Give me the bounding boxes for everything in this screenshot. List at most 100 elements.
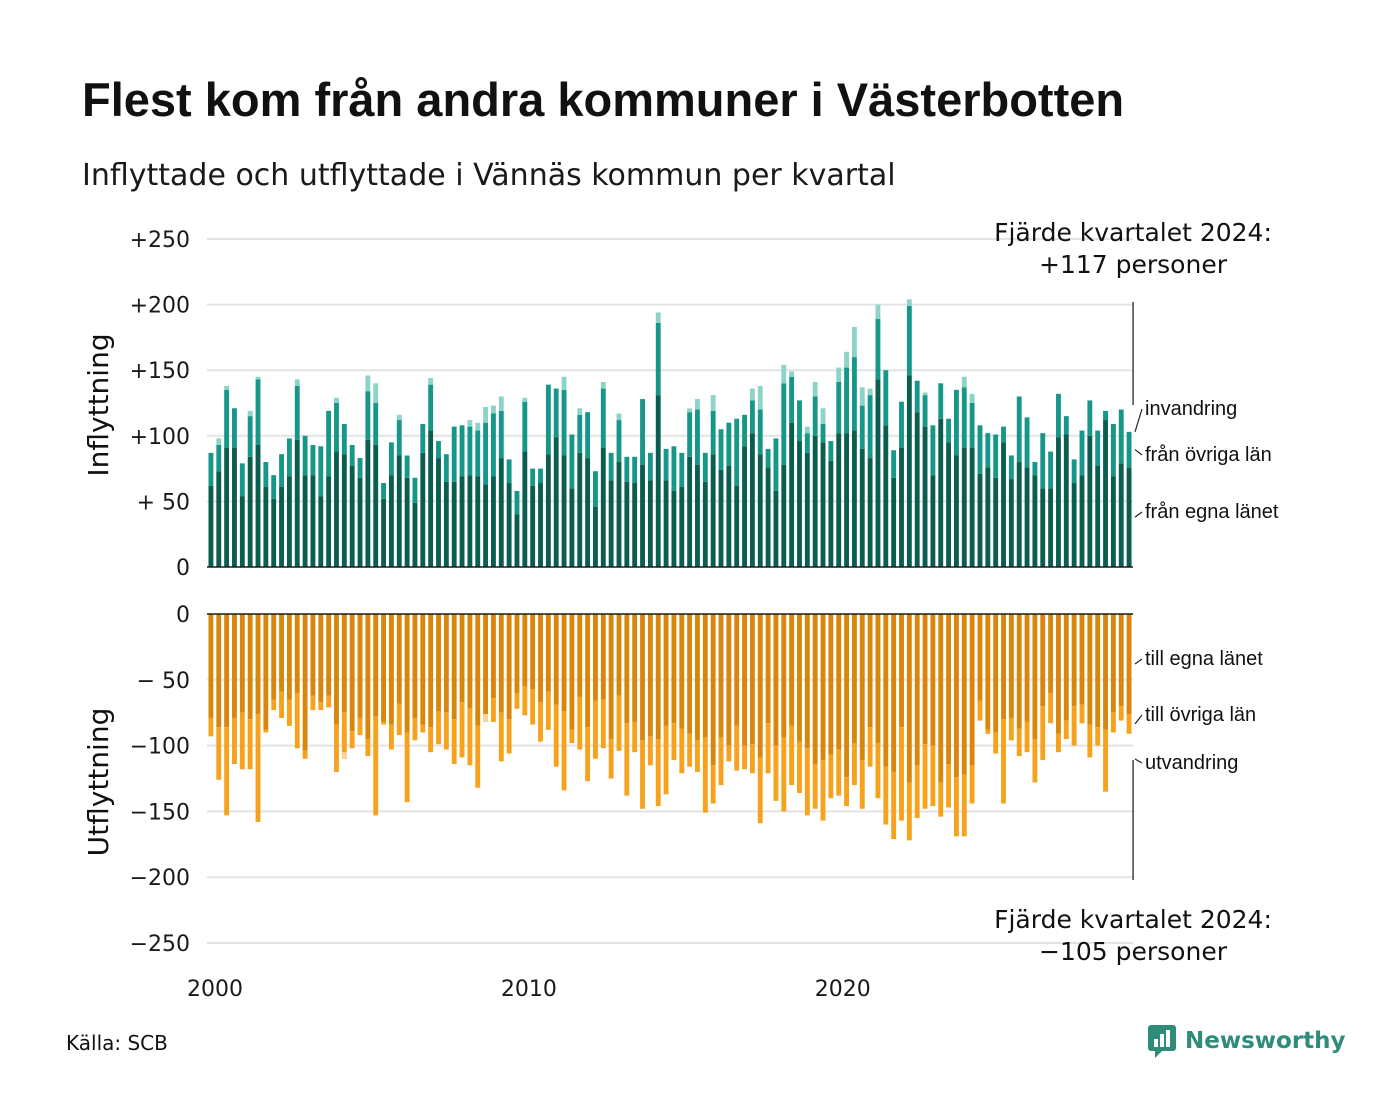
bar-out-till-egna-länet (781, 614, 787, 738)
bar-in-från-övriga-län (1126, 431, 1132, 468)
bar-out-till-övriga-län (1024, 721, 1030, 753)
bar-out-till-egna-länet (593, 614, 598, 701)
bar-in-från-övriga-län (687, 412, 693, 457)
bar-in-från-egna-länet (687, 456, 693, 567)
bar-out-till-egna-länet (310, 614, 316, 696)
bar-in-invandring (757, 385, 763, 410)
bar-in-från-övriga-län (1087, 400, 1093, 436)
bar-out-till-egna-länet (749, 614, 755, 745)
bar-in-från-övriga-län (1040, 433, 1046, 489)
bar-in-från-övriga-län (946, 418, 952, 443)
bar-out-till-övriga-län (726, 745, 732, 762)
bar-in-från-egna-länet (388, 475, 394, 567)
bar-in-invandring (922, 392, 928, 396)
x-tick-label: 2000 (187, 977, 243, 1002)
bar-out-till-övriga-län (538, 702, 543, 742)
bar-in-invandring (475, 422, 481, 431)
bar-out-till-övriga-län (475, 725, 481, 788)
bar-out-till-egna-länet (742, 614, 747, 746)
bar-in-från-egna-länet (608, 480, 614, 567)
bar-in-från-övriga-län (302, 435, 308, 476)
bar-out-till-egna-länet (867, 614, 873, 728)
bar-out-till-egna-länet (647, 614, 653, 737)
bar-out-till-övriga-län (561, 711, 567, 791)
bar-in-invandring (467, 420, 473, 427)
bar-in-invandring (365, 375, 371, 392)
bar-in-från-övriga-län (914, 380, 920, 413)
bar-out-till-övriga-län (961, 774, 967, 837)
bar-out-till-egna-länet (836, 614, 842, 750)
bar-in-från-övriga-län (318, 446, 324, 497)
bar-in-från-egna-länet (655, 395, 661, 567)
bar-in-från-övriga-län (969, 403, 975, 448)
bar-in-invandring (812, 382, 818, 397)
bar-in-från-övriga-län (443, 454, 449, 482)
bar-in-från-övriga-län (930, 425, 936, 476)
bar-out-till-övriga-län (294, 692, 300, 749)
bar-out-till-egna-länet (1016, 614, 1022, 729)
bar-out-till-övriga-län (232, 717, 237, 765)
bar-in-från-övriga-län (1071, 459, 1077, 484)
bar-out-till-egna-länet (702, 614, 708, 738)
label-leader (1134, 714, 1143, 725)
bar-out-till-egna-länet (1126, 614, 1132, 715)
bar-out-till-övriga-län (632, 721, 638, 753)
bar-out-till-egna-länet (255, 614, 261, 715)
bar-in-från-egna-länet (310, 475, 316, 567)
bar-in-från-övriga-län (1079, 430, 1085, 476)
bar-out-till-egna-länet (538, 614, 543, 703)
bar-in-invandring (844, 351, 850, 368)
bar-out-till-egna-länet (938, 614, 944, 783)
bar-out-till-egna-länet (498, 614, 504, 713)
bar-in-från-övriga-län (514, 490, 520, 515)
bar-in-från-egna-länet (671, 490, 677, 567)
bar-in-från-övriga-län (1103, 410, 1108, 421)
bar-out-till-övriga-län (836, 749, 842, 796)
bar-in-från-egna-länet (875, 379, 881, 567)
bar-in-från-övriga-län (451, 426, 457, 482)
bar-out-till-övriga-län (216, 727, 222, 780)
bar-in-från-egna-länet (859, 448, 865, 567)
bar-out-till-egna-länet (710, 614, 716, 766)
bar-out-till-övriga-län (914, 765, 920, 818)
y-tick-label: +200 (130, 294, 190, 319)
bar-out-till-övriga-län (789, 725, 795, 786)
bar-out-till-egna-länet (443, 614, 449, 713)
bar-out-till-övriga-län (569, 729, 575, 743)
bar-out-till-övriga-län (655, 739, 661, 807)
bar-out-till-egna-länet (726, 614, 732, 746)
bar-in-från-egna-länet (334, 451, 339, 567)
bar-out-utvandring (483, 714, 489, 722)
bar-out-till-egna-länet (954, 614, 959, 778)
bar-out-till-övriga-län (357, 717, 363, 736)
bar-in-från-egna-länet (1024, 467, 1030, 567)
bar-in-från-egna-länet (545, 454, 551, 567)
bar-out-till-övriga-län (239, 712, 245, 770)
bar-out-till-egna-länet (216, 614, 222, 728)
bar-out-till-övriga-län (1079, 704, 1085, 724)
bars (208, 299, 1132, 841)
bar-out-till-egna-länet (420, 614, 426, 725)
bar-in-från-övriga-län (640, 399, 645, 465)
bar-in-från-egna-länet (985, 467, 991, 567)
series-label-från-egna-länet: från egna länet (1145, 501, 1279, 523)
bar-out-till-övriga-län (1040, 706, 1046, 761)
bar-out-till-egna-länet (1056, 614, 1061, 734)
bar-in-från-övriga-län (436, 441, 441, 459)
y-tick-label: +250 (130, 228, 190, 253)
bar-in-från-egna-länet (616, 462, 622, 567)
bar-in-från-egna-länet (969, 447, 975, 567)
bar-in-från-egna-länet (797, 441, 802, 567)
bar-out-till-övriga-län (247, 719, 253, 770)
bar-out-till-övriga-län (326, 695, 332, 708)
bar-in-från-övriga-län (616, 420, 622, 463)
bar-in-invandring (483, 406, 489, 423)
bar-in-från-övriga-län (993, 434, 999, 478)
bar-in-från-egna-länet (663, 480, 669, 567)
bar-out-till-övriga-län (443, 712, 449, 750)
bar-out-till-övriga-län (451, 719, 457, 765)
bar-in-invandring (695, 399, 700, 410)
bar-in-från-egna-länet (679, 486, 685, 567)
bar-in-invandring (247, 410, 253, 417)
